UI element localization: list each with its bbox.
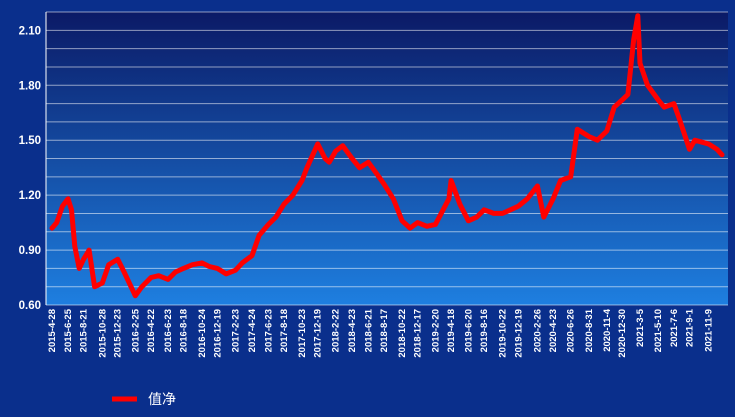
x-tick-label: 2015-4-28 <box>47 309 58 352</box>
x-tick-label: 2015-8-21 <box>79 308 90 352</box>
legend-label: 值净 <box>148 391 176 407</box>
x-tick-label: 2018-4-23 <box>347 309 358 352</box>
x-tick-label: 2019-6-20 <box>463 309 474 352</box>
x-tick-label: 2020-4-23 <box>548 309 559 352</box>
x-tick-label: 2021-3-5 <box>635 308 646 347</box>
x-tick-label: 2016-12-19 <box>212 309 223 358</box>
x-tick-label: 2017-10-23 <box>297 309 308 358</box>
x-tick-label: 2019-10-22 <box>498 309 509 358</box>
x-tick-label: 2020-8-31 <box>584 308 595 352</box>
x-tick-label: 2015-6-25 <box>63 308 74 352</box>
x-tick-label: 2015-10-28 <box>97 309 108 358</box>
x-tick-label: 2017-12-19 <box>313 309 324 358</box>
x-tick-label: 2016-6-23 <box>163 309 174 352</box>
y-tick-label: 1.50 <box>19 135 41 147</box>
x-tick-label: 2019-8-16 <box>479 309 490 352</box>
x-tick-label: 2017-6-23 <box>263 309 274 352</box>
series-line <box>49 13 725 299</box>
x-axis: 2015-4-28 2015-6-25 2015-8-21 2015-10-28 201… <box>47 308 715 357</box>
y-tick-label: 0.90 <box>19 245 41 257</box>
y-tick-label: 0.60 <box>19 300 41 312</box>
x-tick-label: 2021-7-6 <box>669 309 680 347</box>
x-tick-label: 2019-12-19 <box>513 309 524 358</box>
x-tick-label: 2020-2-26 <box>532 309 543 352</box>
y-tick-label: 2.10 <box>19 25 41 37</box>
x-tick-label: 2015-12-23 <box>113 309 124 358</box>
x-tick-label: 2019-4-18 <box>446 309 457 352</box>
x-tick-label: 2018-10-22 <box>397 309 408 358</box>
x-tick-label: 2020-12-30 <box>617 309 628 358</box>
x-tick-label: 2018-6-21 <box>363 308 374 352</box>
y-tick-label: 1.20 <box>19 190 41 202</box>
x-tick-label: 2018-2-22 <box>331 309 342 352</box>
x-tick-label: 2016-10-24 <box>197 308 208 357</box>
x-tick-label: 2021-9-1 <box>685 308 696 347</box>
x-tick-label: 2016-2-25 <box>130 308 141 352</box>
y-tick-label: 1.80 <box>19 80 41 92</box>
x-tick-label: 2021-11-9 <box>704 309 715 352</box>
x-tick-label: 2018-8-17 <box>379 309 390 352</box>
y-axis: 0.60 0.90 1.20 1.50 1.80 2.10 <box>19 12 47 312</box>
x-tick-label: 2020-11-4 <box>602 308 613 352</box>
x-tick-label: 2016-4-22 <box>146 309 157 352</box>
x-tick-label: 2017-4-24 <box>247 308 258 352</box>
grid-lines <box>46 11 728 306</box>
x-tick-label: 2016-8-18 <box>178 309 189 352</box>
x-tick-label: 2019-2-20 <box>430 309 441 352</box>
x-tick-label: 2018-12-17 <box>413 309 424 358</box>
legend: 值净 <box>112 391 176 407</box>
x-tick-label: 2017-2-23 <box>230 309 241 352</box>
x-tick-label: 2020-6-26 <box>566 309 577 352</box>
x-tick-label: 2021-5-10 <box>653 309 664 352</box>
series-layer <box>49 13 725 299</box>
x-tick-label: 2017-8-18 <box>279 309 290 352</box>
